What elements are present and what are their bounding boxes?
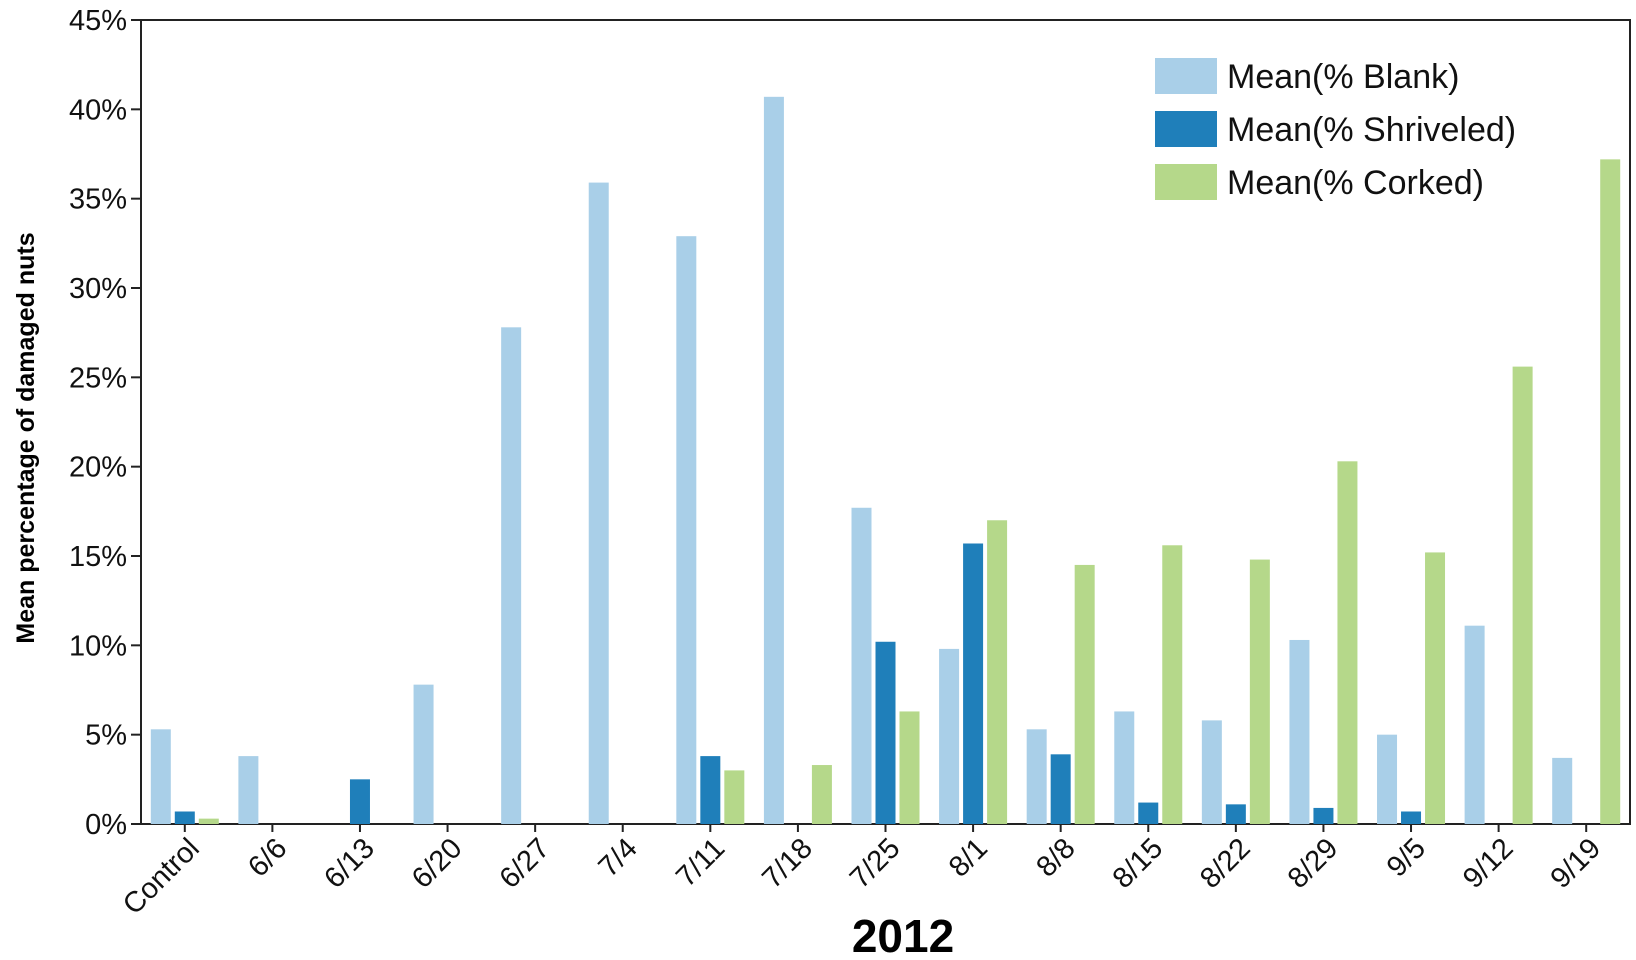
y-tick-label: 0% [85,809,127,841]
x-tick-label: 7/25 [844,832,907,895]
y-tick-label: 10% [69,630,127,662]
legend-label: Mean(% Shriveled) [1227,111,1516,149]
corked-bar [1600,159,1621,825]
corked-bar [1337,461,1358,824]
x-tick-label: 8/1 [943,832,994,883]
y-tick-label: 40% [69,94,127,126]
legend: Mean(% Blank) Mean(% Shriveled) Mean(% Cor… [1155,58,1516,202]
x-tick-label: 9/5 [1381,832,1432,883]
x-tick-label: 7/18 [756,832,819,895]
x-tick-label: 9/19 [1545,832,1608,895]
shriveled-bar [1401,811,1422,824]
shriveled-bar [700,756,721,824]
y-tick-label: 30% [69,273,127,305]
blank-bar [413,684,434,824]
shriveled-bar [1050,754,1071,824]
shriveled-bar [1313,807,1334,824]
legend-label: Mean(% Corked) [1227,164,1484,202]
blank-bar [1289,639,1310,824]
blank-bar [939,648,960,824]
blank-bar [1201,720,1222,824]
blank-bar [851,507,872,824]
corked-bar [1074,564,1095,824]
shriveled-bar [963,543,984,824]
shriveled-bar [875,641,896,824]
corked-bar [1162,545,1183,824]
corked-bar [811,765,832,824]
blank-bar [1114,711,1135,824]
corked-bar [198,818,219,824]
y-axis-title: Mean percentage of damaged nuts [12,232,40,643]
x-tick-label: 6/6 [242,832,293,883]
y-axis-ticks: 0% 5% 10% 15% 20% 25% 30% 35% 40% 45% [69,5,141,841]
x-tick-label: 7/4 [593,832,644,883]
x-axis-title: 2012 [852,910,954,960]
corked-bar [1249,559,1270,824]
blank-bar [1552,757,1573,824]
legend-label: Mean(% Blank) [1227,58,1459,96]
blank-bar [238,756,259,824]
y-tick-label: 25% [69,362,127,394]
y-tick-label: 35% [69,184,127,216]
blank-bar [1464,625,1485,824]
blank-bar [588,182,609,824]
y-tick-label: 45% [69,5,127,37]
x-tick-label: 8/8 [1030,832,1081,883]
corked-bar [1425,552,1446,824]
blank-bar [1026,729,1047,824]
x-tick-label: 8/15 [1107,832,1170,895]
x-axis-ticks: Control 6/6 6/13 6/20 6/27 7/4 7/11 7/18 7/25 8/1… [117,824,1607,921]
x-tick-label: 7/11 [670,832,731,893]
x-tick-label: 6/27 [494,832,557,895]
x-tick-label: 6/13 [318,832,381,895]
y-tick-label: 20% [69,452,127,484]
corked-bar [724,770,745,824]
shriveled-bar [349,779,370,824]
corked-bar [899,711,920,824]
y-tick-label: 5% [85,720,127,752]
legend-swatch [1155,111,1217,147]
bars-group [150,96,1621,825]
legend-swatch [1155,164,1217,200]
x-tick-label: 6/20 [406,832,469,895]
x-tick-label: Control [117,832,206,921]
corked-bar [987,520,1008,824]
shriveled-bar [174,811,195,824]
x-tick-label: 8/29 [1282,832,1345,895]
blank-bar [1377,734,1398,824]
shriveled-bar [1225,804,1246,824]
x-tick-label: 8/22 [1194,832,1257,895]
blank-bar [763,96,784,825]
blank-bar [676,236,697,825]
shriveled-bar [1138,802,1159,824]
blank-bar [501,327,522,824]
x-tick-label: 9/12 [1457,832,1520,895]
blank-bar [150,729,171,824]
y-tick-label: 15% [69,541,127,573]
corked-bar [1512,366,1533,824]
legend-swatch [1155,58,1217,94]
